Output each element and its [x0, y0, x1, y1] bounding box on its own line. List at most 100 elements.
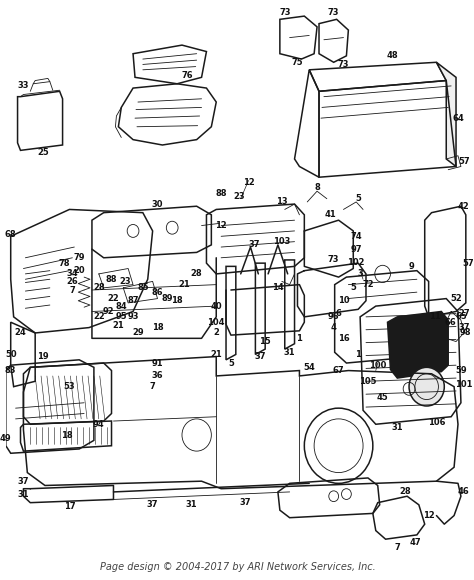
Text: 12: 12: [423, 511, 435, 520]
Text: 29: 29: [132, 328, 144, 338]
Text: 50: 50: [5, 350, 17, 359]
Text: 31: 31: [392, 423, 403, 432]
Text: 25: 25: [37, 148, 49, 157]
Text: 101: 101: [455, 380, 473, 389]
Text: 17: 17: [64, 502, 75, 512]
Text: 54: 54: [303, 363, 315, 372]
Text: 73: 73: [279, 8, 291, 17]
Text: 83: 83: [5, 366, 17, 375]
Text: 31: 31: [18, 490, 29, 499]
Text: 95: 95: [116, 313, 127, 321]
Text: 103: 103: [273, 237, 291, 246]
Text: 37: 37: [458, 323, 470, 332]
Text: 24: 24: [15, 328, 27, 338]
Text: 7: 7: [150, 382, 155, 391]
Text: 87: 87: [128, 296, 139, 305]
Text: 7: 7: [70, 285, 75, 295]
Text: 104: 104: [208, 318, 225, 327]
Text: Page design © 2004-2017 by ARI Network Services, Inc.: Page design © 2004-2017 by ARI Network S…: [100, 562, 376, 572]
Text: 59: 59: [455, 366, 467, 375]
Circle shape: [409, 367, 444, 406]
Text: 49: 49: [0, 434, 12, 443]
Text: 23: 23: [119, 277, 131, 286]
Text: 27: 27: [458, 309, 470, 318]
Text: 21: 21: [210, 350, 222, 359]
Text: 42: 42: [458, 202, 470, 211]
Text: 5: 5: [355, 194, 361, 203]
Text: 65: 65: [455, 313, 467, 321]
Text: 18: 18: [171, 296, 183, 305]
Text: 89: 89: [162, 294, 173, 303]
Text: 97: 97: [350, 245, 362, 253]
Text: 5: 5: [228, 358, 234, 368]
Text: 1: 1: [355, 350, 361, 359]
Text: 2: 2: [213, 328, 219, 338]
Text: 12: 12: [215, 221, 227, 230]
Text: 86: 86: [152, 288, 164, 296]
Text: 74: 74: [350, 232, 362, 241]
Text: 88: 88: [106, 275, 117, 284]
Text: 28: 28: [399, 487, 411, 496]
Text: 53: 53: [64, 382, 75, 391]
Polygon shape: [437, 62, 456, 166]
Text: 85: 85: [137, 284, 149, 292]
Text: 23: 23: [233, 192, 245, 201]
Text: 26: 26: [66, 277, 78, 286]
Text: 18: 18: [152, 323, 164, 332]
Text: 67: 67: [333, 366, 345, 375]
Text: 102: 102: [347, 258, 365, 267]
Text: 106: 106: [428, 418, 445, 427]
Text: 8: 8: [314, 183, 320, 193]
Text: 66: 66: [444, 318, 456, 327]
Text: 13: 13: [276, 197, 288, 206]
Text: 88: 88: [215, 189, 227, 198]
Text: 46: 46: [458, 487, 470, 496]
Text: 91: 91: [152, 358, 164, 368]
Text: 57: 57: [458, 157, 470, 166]
Text: 7: 7: [394, 543, 400, 552]
Text: 73: 73: [338, 60, 349, 69]
Text: 73: 73: [328, 8, 339, 17]
Text: 84: 84: [116, 302, 127, 311]
Text: 45: 45: [377, 393, 389, 402]
Text: 6: 6: [336, 309, 342, 318]
Text: 37: 37: [255, 352, 266, 361]
Text: 37: 37: [249, 240, 260, 249]
Text: 21: 21: [112, 321, 124, 330]
Text: 47: 47: [409, 538, 421, 547]
Text: 105: 105: [359, 377, 377, 386]
Text: 78: 78: [59, 259, 70, 267]
Text: 20: 20: [73, 266, 85, 275]
Text: 30: 30: [152, 200, 163, 209]
Text: 4: 4: [331, 323, 337, 332]
Text: 18: 18: [61, 430, 73, 440]
Text: 64: 64: [452, 114, 464, 122]
Text: 22: 22: [108, 294, 119, 303]
Text: 92: 92: [103, 307, 114, 316]
Text: 68: 68: [5, 230, 17, 238]
Text: 48: 48: [387, 52, 398, 60]
Text: 19: 19: [37, 352, 49, 361]
Text: 33: 33: [18, 81, 29, 90]
Text: 36: 36: [152, 371, 164, 380]
Text: 98: 98: [460, 328, 472, 338]
Text: 96: 96: [328, 313, 339, 321]
Text: 93: 93: [128, 313, 139, 321]
Text: 37: 37: [240, 498, 251, 507]
Text: 31: 31: [186, 501, 198, 509]
Text: 10: 10: [337, 296, 349, 305]
Text: 34: 34: [66, 269, 78, 278]
Text: 15: 15: [259, 337, 271, 346]
Text: 57: 57: [462, 259, 474, 267]
Text: 21: 21: [178, 280, 190, 289]
Text: 73: 73: [328, 255, 339, 264]
Text: 41: 41: [325, 211, 337, 219]
Text: 28: 28: [93, 284, 105, 292]
Polygon shape: [388, 311, 448, 378]
Text: 22: 22: [93, 313, 105, 321]
Text: 76: 76: [181, 71, 193, 79]
Text: 9: 9: [409, 262, 415, 271]
Text: 14: 14: [272, 284, 284, 292]
Text: 3: 3: [357, 269, 363, 278]
Text: 1: 1: [297, 334, 302, 343]
